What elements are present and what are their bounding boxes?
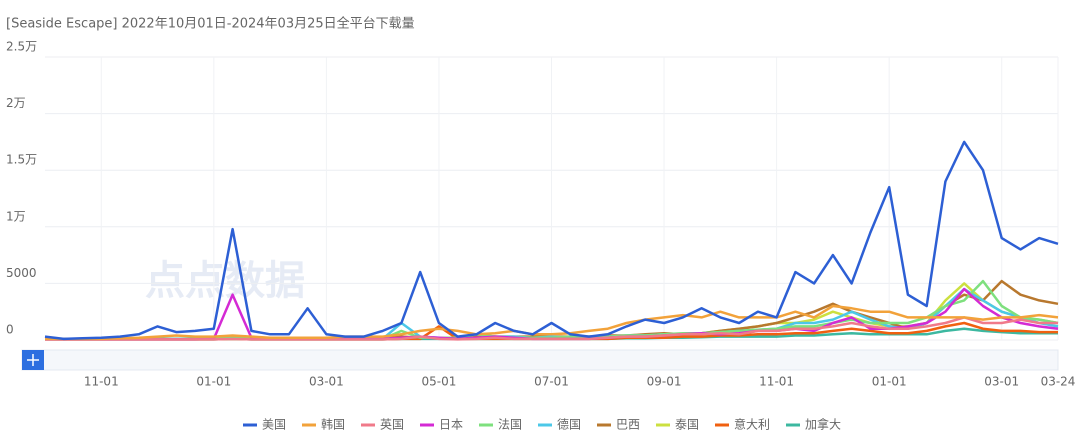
legend-label[interactable]: 德国 <box>557 417 581 432</box>
legend-label[interactable]: 美国 <box>262 418 286 432</box>
legend-label[interactable]: 加拿大 <box>805 417 841 432</box>
x-tick-label: 01-01 <box>196 375 231 389</box>
y-tick-label: 5000 <box>6 266 37 280</box>
legend-label[interactable]: 日本 <box>439 418 463 432</box>
legend-label[interactable]: 意大利 <box>734 417 770 432</box>
plus-icon <box>27 354 39 366</box>
legend-label[interactable]: 泰国 <box>675 418 699 432</box>
series-line <box>44 140 1059 341</box>
y-tick-label: 1.5万 <box>6 153 37 167</box>
legend-label[interactable]: 巴西 <box>616 418 640 432</box>
range-slider[interactable] <box>21 349 1059 371</box>
y-tick-label: 2.5万 <box>6 40 37 54</box>
y-tick-label: 0 <box>6 323 14 337</box>
x-tick-label: 01-01 <box>872 375 907 389</box>
legend-label[interactable]: 韩国 <box>321 417 345 432</box>
legend-label[interactable]: 英国 <box>380 418 404 432</box>
x-tick-label: 03-01 <box>984 375 1019 389</box>
legend-label[interactable]: 法国 <box>498 418 522 432</box>
y-tick-label: 2万 <box>6 96 26 110</box>
chart-title: [Seaside Escape] 2022年10月01日-2024年03月25日… <box>6 16 415 32</box>
x-tick-label: 09-01 <box>647 375 682 389</box>
x-tick-label: 11-01 <box>759 375 794 389</box>
y-tick-label: 1万 <box>6 209 26 223</box>
x-tick-label: 03-24 <box>1041 375 1076 389</box>
x-tick-label: 07-01 <box>534 375 569 389</box>
x-tick-label: 03-01 <box>309 375 344 389</box>
x-tick-label: 11-01 <box>84 375 119 389</box>
series-line <box>45 316 1058 341</box>
series-line <box>45 304 1059 341</box>
x-tick-label: 05-01 <box>422 375 457 389</box>
